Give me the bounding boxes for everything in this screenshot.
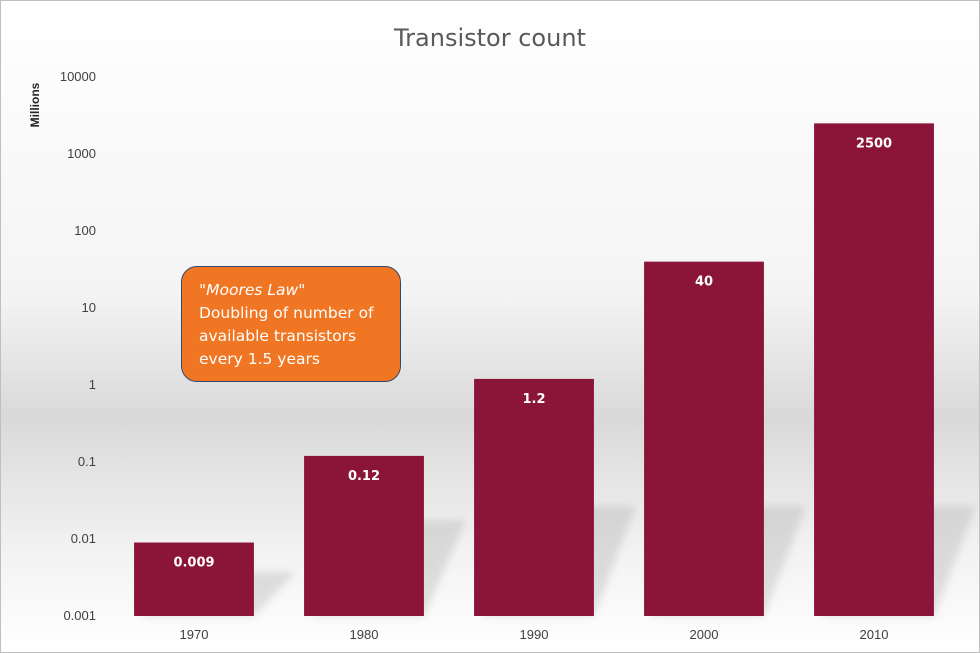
callout-line-3: every 1.5 years <box>199 350 320 368</box>
bar-1970 <box>134 542 254 616</box>
bars-group <box>134 123 934 617</box>
chart-title: Transistor count <box>393 24 586 52</box>
y-axis-label: Millions <box>28 82 42 127</box>
x-tick-label: 1980 <box>350 627 379 642</box>
y-axis-ticks: 0.001 0.01 0.1 1 10 100 1000 10000 <box>60 69 96 623</box>
x-tick-label: 2000 <box>690 627 719 642</box>
data-label: 1.2 <box>522 392 545 407</box>
data-label: 0.009 <box>173 556 214 571</box>
data-label: 40 <box>695 275 713 290</box>
y-tick-label: 10 <box>82 300 96 315</box>
data-label: 0.12 <box>348 469 380 484</box>
callout-quote-close: " <box>298 281 306 299</box>
y-tick-label: 0.1 <box>78 454 96 469</box>
callout-title-line: "Moores Law" <box>199 279 388 302</box>
bar-2000 <box>644 261 764 616</box>
y-tick-label: 1 <box>89 377 96 392</box>
moores-law-callout: "Moores Law" Doubling of number of avail… <box>181 266 401 382</box>
x-tick-label: 1970 <box>180 627 209 642</box>
callout-quote-open: " <box>199 281 207 299</box>
x-tick-label: 2010 <box>860 627 889 642</box>
data-labels-group: 0.009 0.12 1.2 40 2500 <box>173 136 892 570</box>
y-tick-label: 0.001 <box>63 608 96 623</box>
x-tick-label: 1990 <box>520 627 549 642</box>
y-tick-label: 100 <box>74 223 96 238</box>
x-axis-ticks: 1970 1980 1990 2000 2010 <box>180 627 889 642</box>
y-tick-label: 0.01 <box>71 531 96 546</box>
y-tick-label: 10000 <box>60 69 96 84</box>
bar-1990 <box>474 378 594 616</box>
bar-2010 <box>814 123 934 617</box>
callout-line-1: Doubling of number of <box>199 304 374 322</box>
bar-1980 <box>304 455 424 616</box>
y-tick-label: 1000 <box>67 146 96 161</box>
callout-line-2: available transistors <box>199 327 357 345</box>
callout-emphasis: Moores Law <box>206 281 299 299</box>
data-label: 2500 <box>856 136 892 151</box>
